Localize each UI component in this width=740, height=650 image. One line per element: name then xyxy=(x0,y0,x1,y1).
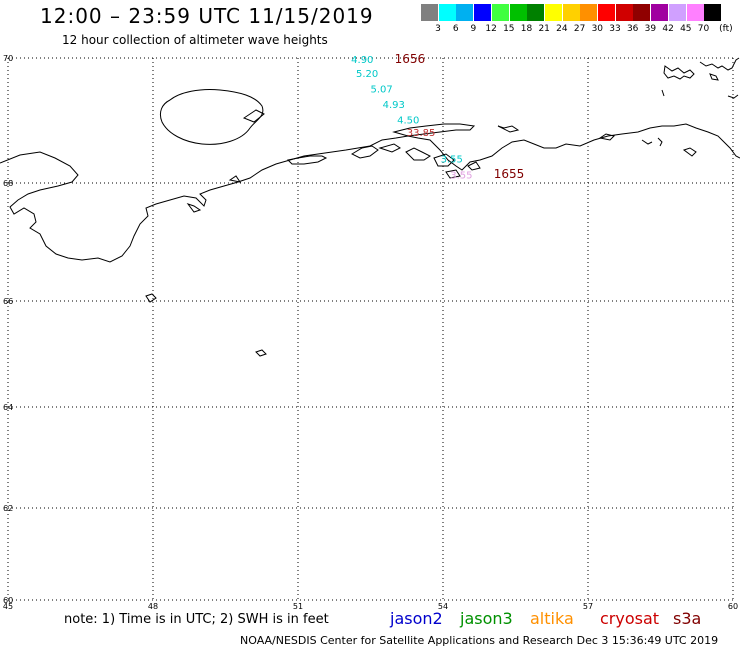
color-swatch xyxy=(562,4,580,21)
lat-label: 68 xyxy=(3,179,13,188)
lon-label: 60 xyxy=(728,602,738,611)
color-swatch xyxy=(544,4,562,21)
map-subtitle: 12 hour collection of altimeter wave hei… xyxy=(62,33,328,47)
pass-time: 1656 xyxy=(395,52,426,66)
color-swatch xyxy=(633,4,651,21)
lon-label: 45 xyxy=(3,602,13,611)
satellite-legend-item: jason3 xyxy=(460,609,513,628)
color-scale-label: 30 xyxy=(591,24,604,34)
lon-label: 54 xyxy=(438,602,448,611)
swh-value: 33.85 xyxy=(407,128,436,139)
color-scale-label: 39 xyxy=(644,24,657,34)
color-scale-label: 18 xyxy=(520,24,533,34)
color-scale-label: 70 xyxy=(697,24,710,34)
color-scale-unit: (ft) xyxy=(719,24,733,34)
color-scale-label: 9 xyxy=(470,24,477,34)
color-scale-label: 6 xyxy=(452,24,459,34)
lon-label: 48 xyxy=(148,602,158,611)
swh-value: 4.90 xyxy=(351,55,373,66)
lat-label: 70 xyxy=(3,54,13,63)
color-scale-label: 24 xyxy=(556,24,568,34)
pass-time: 1655 xyxy=(494,167,525,181)
color-swatch xyxy=(456,4,474,21)
latitude-axis-labels: 70 68 66 64 62 60 xyxy=(3,54,13,605)
credit-line: NOAA/NESDIS Center for Satellite Applica… xyxy=(240,634,719,647)
color-scale-label: 33 xyxy=(609,24,621,34)
color-swatch xyxy=(527,4,545,21)
color-swatch xyxy=(580,4,598,21)
color-scale-label: 45 xyxy=(680,24,692,34)
lat-label: 60 xyxy=(3,596,13,605)
footnote: note: 1) Time is in UTC; 2) SWH is in fe… xyxy=(64,612,329,627)
color-swatch xyxy=(474,4,492,21)
color-swatch xyxy=(421,4,438,21)
color-swatch xyxy=(509,4,527,21)
lat-label: 66 xyxy=(3,297,13,306)
color-scale-label: 27 xyxy=(573,24,586,34)
color-swatch xyxy=(704,4,722,21)
color-scale-label: 3 xyxy=(435,24,441,34)
swh-value: 4.50 xyxy=(397,116,419,127)
lon-label: 51 xyxy=(293,602,303,611)
color-swatch xyxy=(615,4,633,21)
swh-value: 3.55 xyxy=(450,171,472,182)
swh-value: 3.55 xyxy=(441,154,463,165)
lat-label: 62 xyxy=(3,504,13,513)
satellite-legend-item: altika xyxy=(530,609,574,628)
color-swatch xyxy=(491,4,509,21)
swh-value: 5.07 xyxy=(371,84,393,95)
coastline xyxy=(0,57,740,357)
satellite-legend-item: cryosat xyxy=(600,609,660,628)
color-swatch xyxy=(598,4,615,21)
color-scale-label: 12 xyxy=(485,24,497,34)
graticule xyxy=(7,57,734,601)
color-swatch xyxy=(686,4,704,21)
satellite-legend-item: s3a xyxy=(673,609,702,628)
swh-value: 5.20 xyxy=(356,69,378,80)
longitude-axis-labels: 45 48 51 54 57 60 xyxy=(3,602,738,611)
color-swatch xyxy=(438,4,456,21)
color-swatch xyxy=(651,4,669,21)
color-swatch xyxy=(668,4,686,21)
lat-label: 64 xyxy=(3,403,13,412)
color-scale-label: 15 xyxy=(503,24,515,34)
color-scale-label: 42 xyxy=(662,24,674,34)
swh-value: 4.93 xyxy=(383,100,405,111)
color-scale-label: 21 xyxy=(538,24,550,34)
lon-label: 57 xyxy=(583,602,593,611)
pass-time-labels: 1656 1655 xyxy=(395,52,525,181)
color-scale-label: 36 xyxy=(626,24,639,34)
satellite-legend-item: jason2 xyxy=(390,609,443,628)
map-title: 12:00 – 23:59 UTC 11/15/2019 xyxy=(40,4,374,28)
